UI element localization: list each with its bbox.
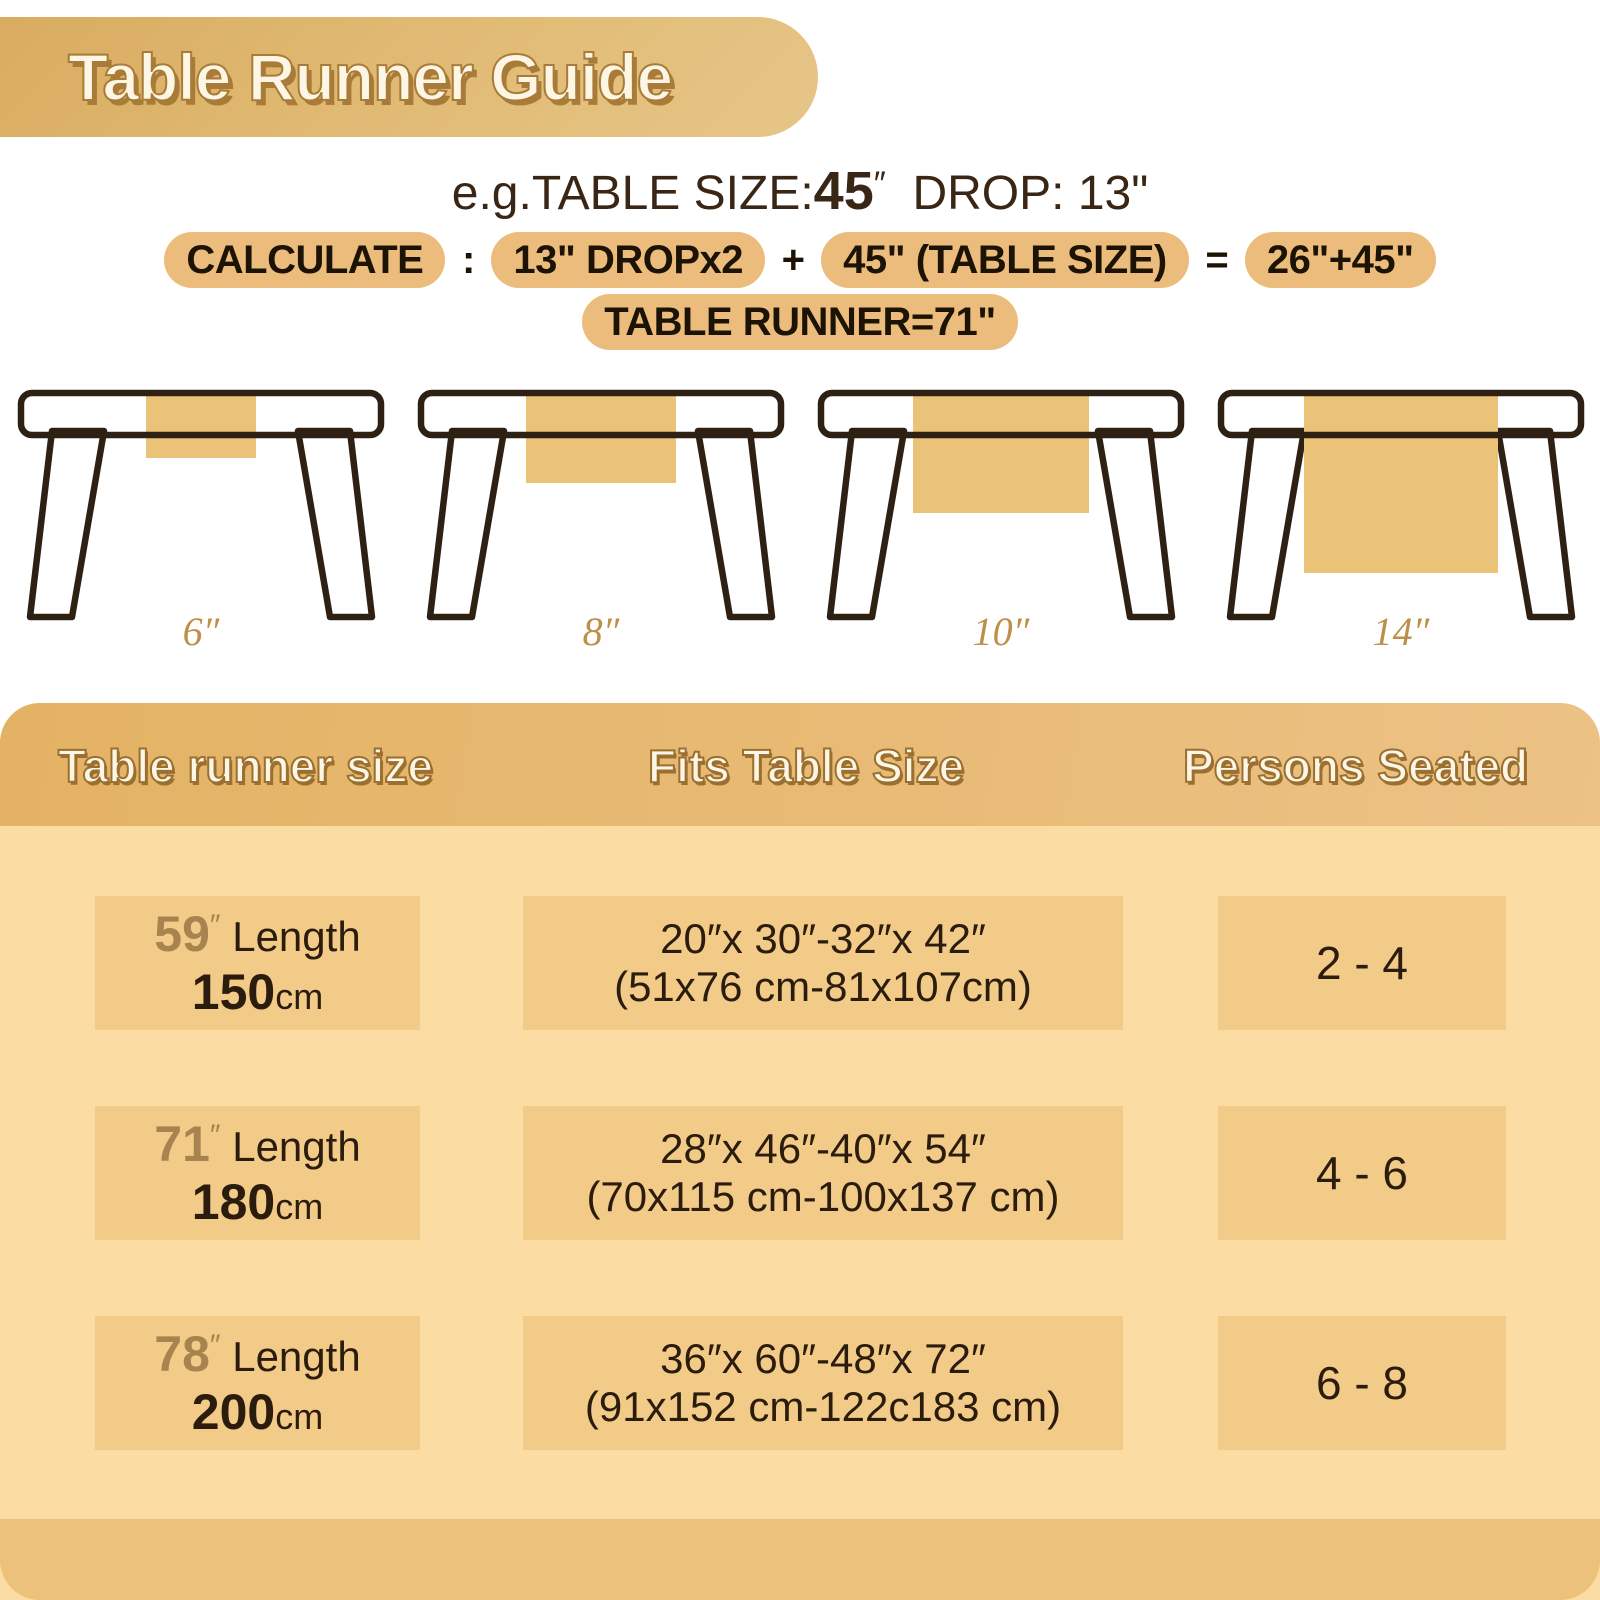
svg-text:14″: 14″ bbox=[1373, 609, 1431, 654]
svg-text:8″: 8″ bbox=[583, 609, 621, 654]
svg-text:10″: 10″ bbox=[973, 609, 1031, 654]
svg-text:6″: 6″ bbox=[183, 609, 221, 654]
